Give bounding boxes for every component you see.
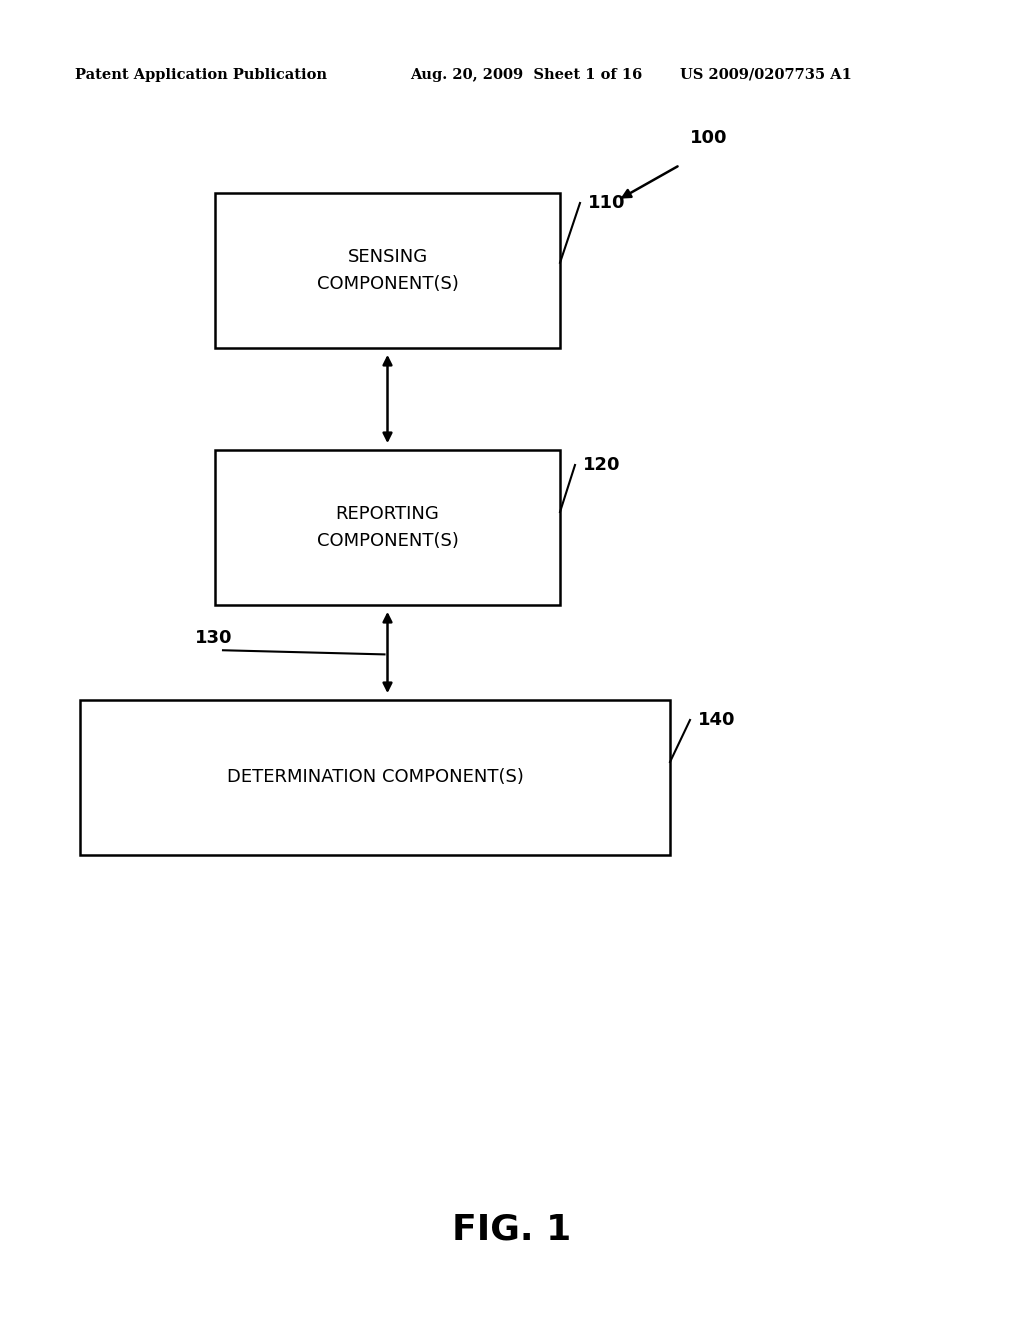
Text: Aug. 20, 2009  Sheet 1 of 16: Aug. 20, 2009 Sheet 1 of 16 xyxy=(410,69,642,82)
Text: 120: 120 xyxy=(583,455,621,474)
Text: FIG. 1: FIG. 1 xyxy=(453,1213,571,1247)
Text: 140: 140 xyxy=(698,711,735,729)
Text: DETERMINATION COMPONENT(S): DETERMINATION COMPONENT(S) xyxy=(226,768,523,787)
Bar xyxy=(215,193,560,348)
Text: REPORTING
COMPONENT(S): REPORTING COMPONENT(S) xyxy=(316,506,459,549)
Text: Patent Application Publication: Patent Application Publication xyxy=(75,69,327,82)
Text: SENSING
COMPONENT(S): SENSING COMPONENT(S) xyxy=(316,248,459,293)
Text: US 2009/0207735 A1: US 2009/0207735 A1 xyxy=(680,69,852,82)
Bar xyxy=(80,700,670,855)
Text: 100: 100 xyxy=(690,129,727,147)
Text: 130: 130 xyxy=(195,630,232,647)
Bar xyxy=(215,450,560,605)
Text: 110: 110 xyxy=(588,194,626,213)
